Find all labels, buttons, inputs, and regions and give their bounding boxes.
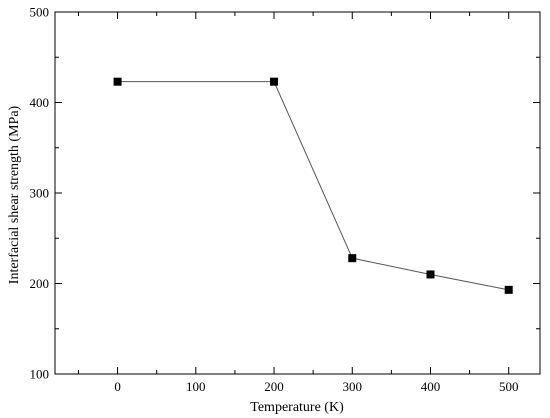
- y-tick-label: 500: [30, 5, 50, 20]
- x-tick-label: 500: [499, 379, 519, 394]
- tick-labels-layer: 0 100 200 300 400 500 100 200 300 400 500: [30, 5, 519, 395]
- y-tick-label: 400: [30, 95, 50, 110]
- y-axis-title: Interfacial shear strength (MPa): [7, 105, 22, 284]
- x-tick-label: 400: [421, 379, 441, 394]
- data-point: [348, 254, 357, 263]
- x-axis-title: Temperature (K): [250, 400, 344, 415]
- y-tick-label: 100: [30, 367, 50, 382]
- y-tick-label: 200: [30, 276, 50, 291]
- ticks-layer: [55, 11, 540, 375]
- plot-frame: [54, 11, 541, 375]
- data-point: [426, 270, 435, 279]
- series-line: [117, 81, 509, 291]
- markers-layer: [113, 77, 513, 294]
- x-tick-label: 300: [343, 379, 363, 394]
- x-tick-label: 100: [186, 379, 206, 394]
- x-tick-label: 0: [114, 379, 121, 394]
- data-point: [504, 285, 513, 294]
- data-point: [270, 77, 279, 86]
- y-tick-label: 300: [30, 186, 50, 201]
- data-point: [113, 77, 122, 86]
- x-tick-label: 200: [264, 379, 284, 394]
